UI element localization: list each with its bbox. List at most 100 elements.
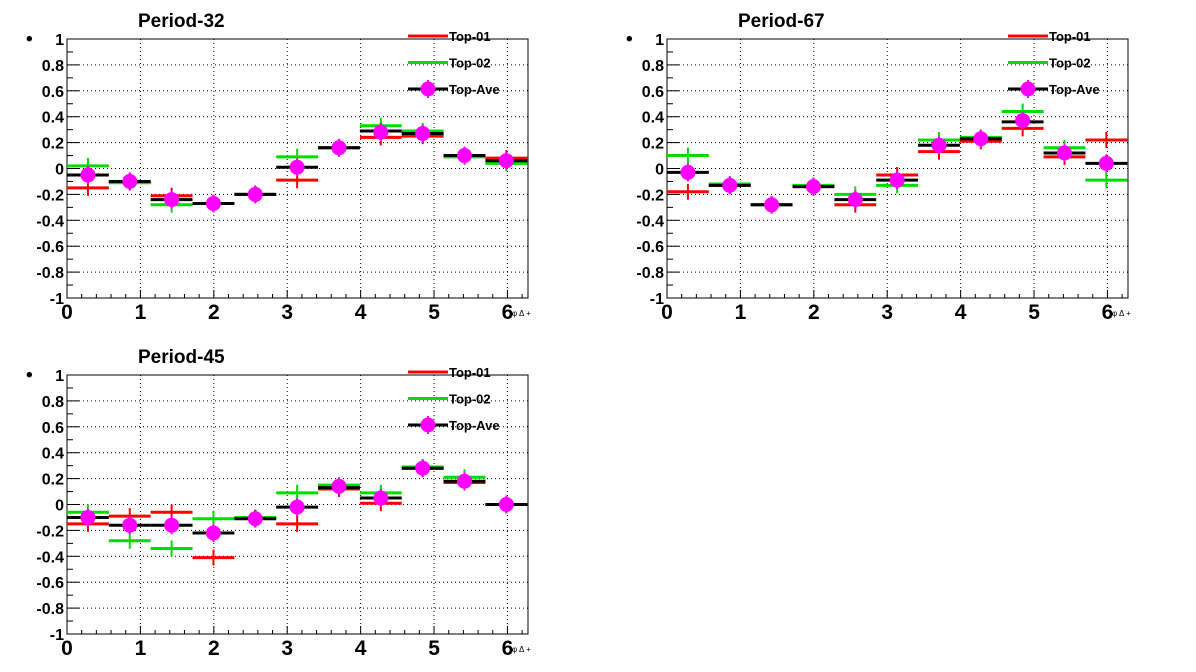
legend-label: Top-02: [1049, 56, 1091, 71]
y-tick-label: 0.8: [42, 58, 64, 75]
x-tick-label: 6: [1102, 301, 1114, 324]
x-axis-label: φ Δ +: [512, 645, 531, 654]
data-point: [80, 167, 96, 183]
data-point: [205, 525, 221, 541]
series-top-ave: [80, 459, 514, 542]
chart-title: Period-45: [138, 347, 225, 368]
data-point: [457, 473, 473, 489]
data-point: [122, 517, 138, 533]
data-point: [289, 499, 305, 515]
y-tick-label: -0.4: [36, 549, 64, 566]
y-tick-label: 0: [55, 498, 64, 515]
x-tick-label: 6: [502, 637, 514, 660]
data-point: [498, 497, 514, 512]
data-point: [805, 179, 821, 195]
legend-label: Top-Ave: [1049, 82, 1100, 97]
data-point: [331, 478, 347, 494]
y-tick-label: 0.4: [642, 110, 664, 127]
y-tick-label: -0.2: [636, 187, 664, 204]
y-tick-label: -0.6: [36, 239, 64, 256]
series-top-ave: [80, 123, 514, 213]
x-tick-label: 3: [281, 301, 293, 324]
data-point: [764, 197, 780, 213]
data-point: [973, 131, 989, 147]
y-tick-label: -0.6: [636, 239, 664, 256]
data-point: [722, 177, 738, 193]
data-point: [931, 137, 947, 153]
x-axis-label: φ Δ +: [512, 309, 531, 318]
y-tick-label: 0.8: [42, 394, 64, 411]
x-tick-label: 1: [135, 301, 147, 324]
data-point: [415, 126, 431, 142]
series-top-ave: [680, 111, 1114, 214]
data-point: [289, 159, 305, 175]
x-tick-label: 5: [428, 301, 440, 324]
x-tick-label: 2: [808, 301, 820, 324]
y-tick-label: 1: [55, 32, 64, 49]
data-point: [247, 511, 263, 527]
y-tick-label: -0.4: [636, 213, 664, 230]
chart-title: Period-32: [138, 11, 225, 32]
y-tick-label: -0.4: [36, 213, 64, 230]
data-point: [847, 192, 863, 208]
x-tick-label: 0: [661, 301, 673, 324]
data-point: [889, 172, 905, 188]
y-tick-label: -0.6: [36, 575, 64, 592]
data-point: [80, 509, 96, 525]
legend-swatch: [420, 417, 436, 433]
y-tick-label: 0: [55, 162, 64, 179]
data-point: [1015, 113, 1031, 129]
data-point: [680, 164, 696, 180]
x-tick-label: 5: [428, 637, 440, 660]
y-tick-label: 0.4: [42, 446, 64, 463]
x-tick-label: 6: [502, 301, 514, 324]
data-point: [373, 124, 389, 140]
data-point: [498, 153, 514, 169]
data-point: [1057, 145, 1073, 161]
legend-label: Top-01: [449, 29, 491, 44]
data-point: [247, 186, 263, 202]
y-tick-label: 0.2: [42, 136, 64, 153]
chart-panel-2: -1 -0.8 -0.6 -0.4 -0.2 0 0.2 0.4 0.6 0.8 1 0 1 2 3 4 5 6 P…: [626, 11, 1131, 324]
chart-title: Period-67: [738, 11, 825, 32]
x-tick-label: 1: [135, 637, 147, 660]
legend-swatch: [420, 81, 436, 97]
x-tick-label: 0: [61, 301, 73, 324]
x-axis-label: φ Δ +: [1112, 309, 1131, 318]
legend-label: Top-Ave: [449, 82, 500, 97]
legend-label: Top-01: [1049, 29, 1091, 44]
y-tick-label: 0.8: [642, 58, 664, 75]
legend: Top-01 Top-02 Top-Ave: [1008, 29, 1100, 98]
y-tick-label: -0.2: [36, 523, 64, 540]
y-tick-label: -0.2: [36, 187, 64, 204]
x-tick-label: 3: [281, 637, 293, 660]
data-point: [164, 517, 180, 533]
x-tick-label: 2: [208, 637, 220, 660]
data-point: [373, 490, 389, 506]
x-tick-label: 0: [61, 637, 73, 660]
y-axis-label: •: [26, 365, 33, 386]
x-tick-label: 2: [208, 301, 220, 324]
y-tick-label: 0.6: [642, 84, 664, 101]
data-point: [122, 173, 138, 189]
legend-label: Top-01: [449, 365, 491, 380]
data-point: [1098, 155, 1114, 171]
y-tick-label: 1: [655, 32, 664, 49]
legend: Top-01 Top-02 Top-Ave: [408, 365, 500, 434]
legend-swatch: [1020, 81, 1036, 97]
legend-label: Top-02: [449, 392, 491, 407]
x-tick-label: 4: [355, 637, 367, 660]
y-tick-label: 1: [55, 368, 64, 385]
data-point: [415, 460, 431, 476]
y-tick-label: -0.8: [36, 265, 64, 282]
x-tick-label: 5: [1028, 301, 1040, 324]
y-axis-label: •: [26, 29, 33, 50]
legend-label: Top-02: [449, 56, 491, 71]
y-tick-label: -1: [50, 291, 64, 308]
y-tick-label: -0.8: [636, 265, 664, 282]
x-tick-label: 4: [355, 301, 367, 324]
x-tick-label: 3: [881, 301, 893, 324]
x-tick-label: 1: [735, 301, 747, 324]
y-tick-label: 0.6: [42, 84, 64, 101]
